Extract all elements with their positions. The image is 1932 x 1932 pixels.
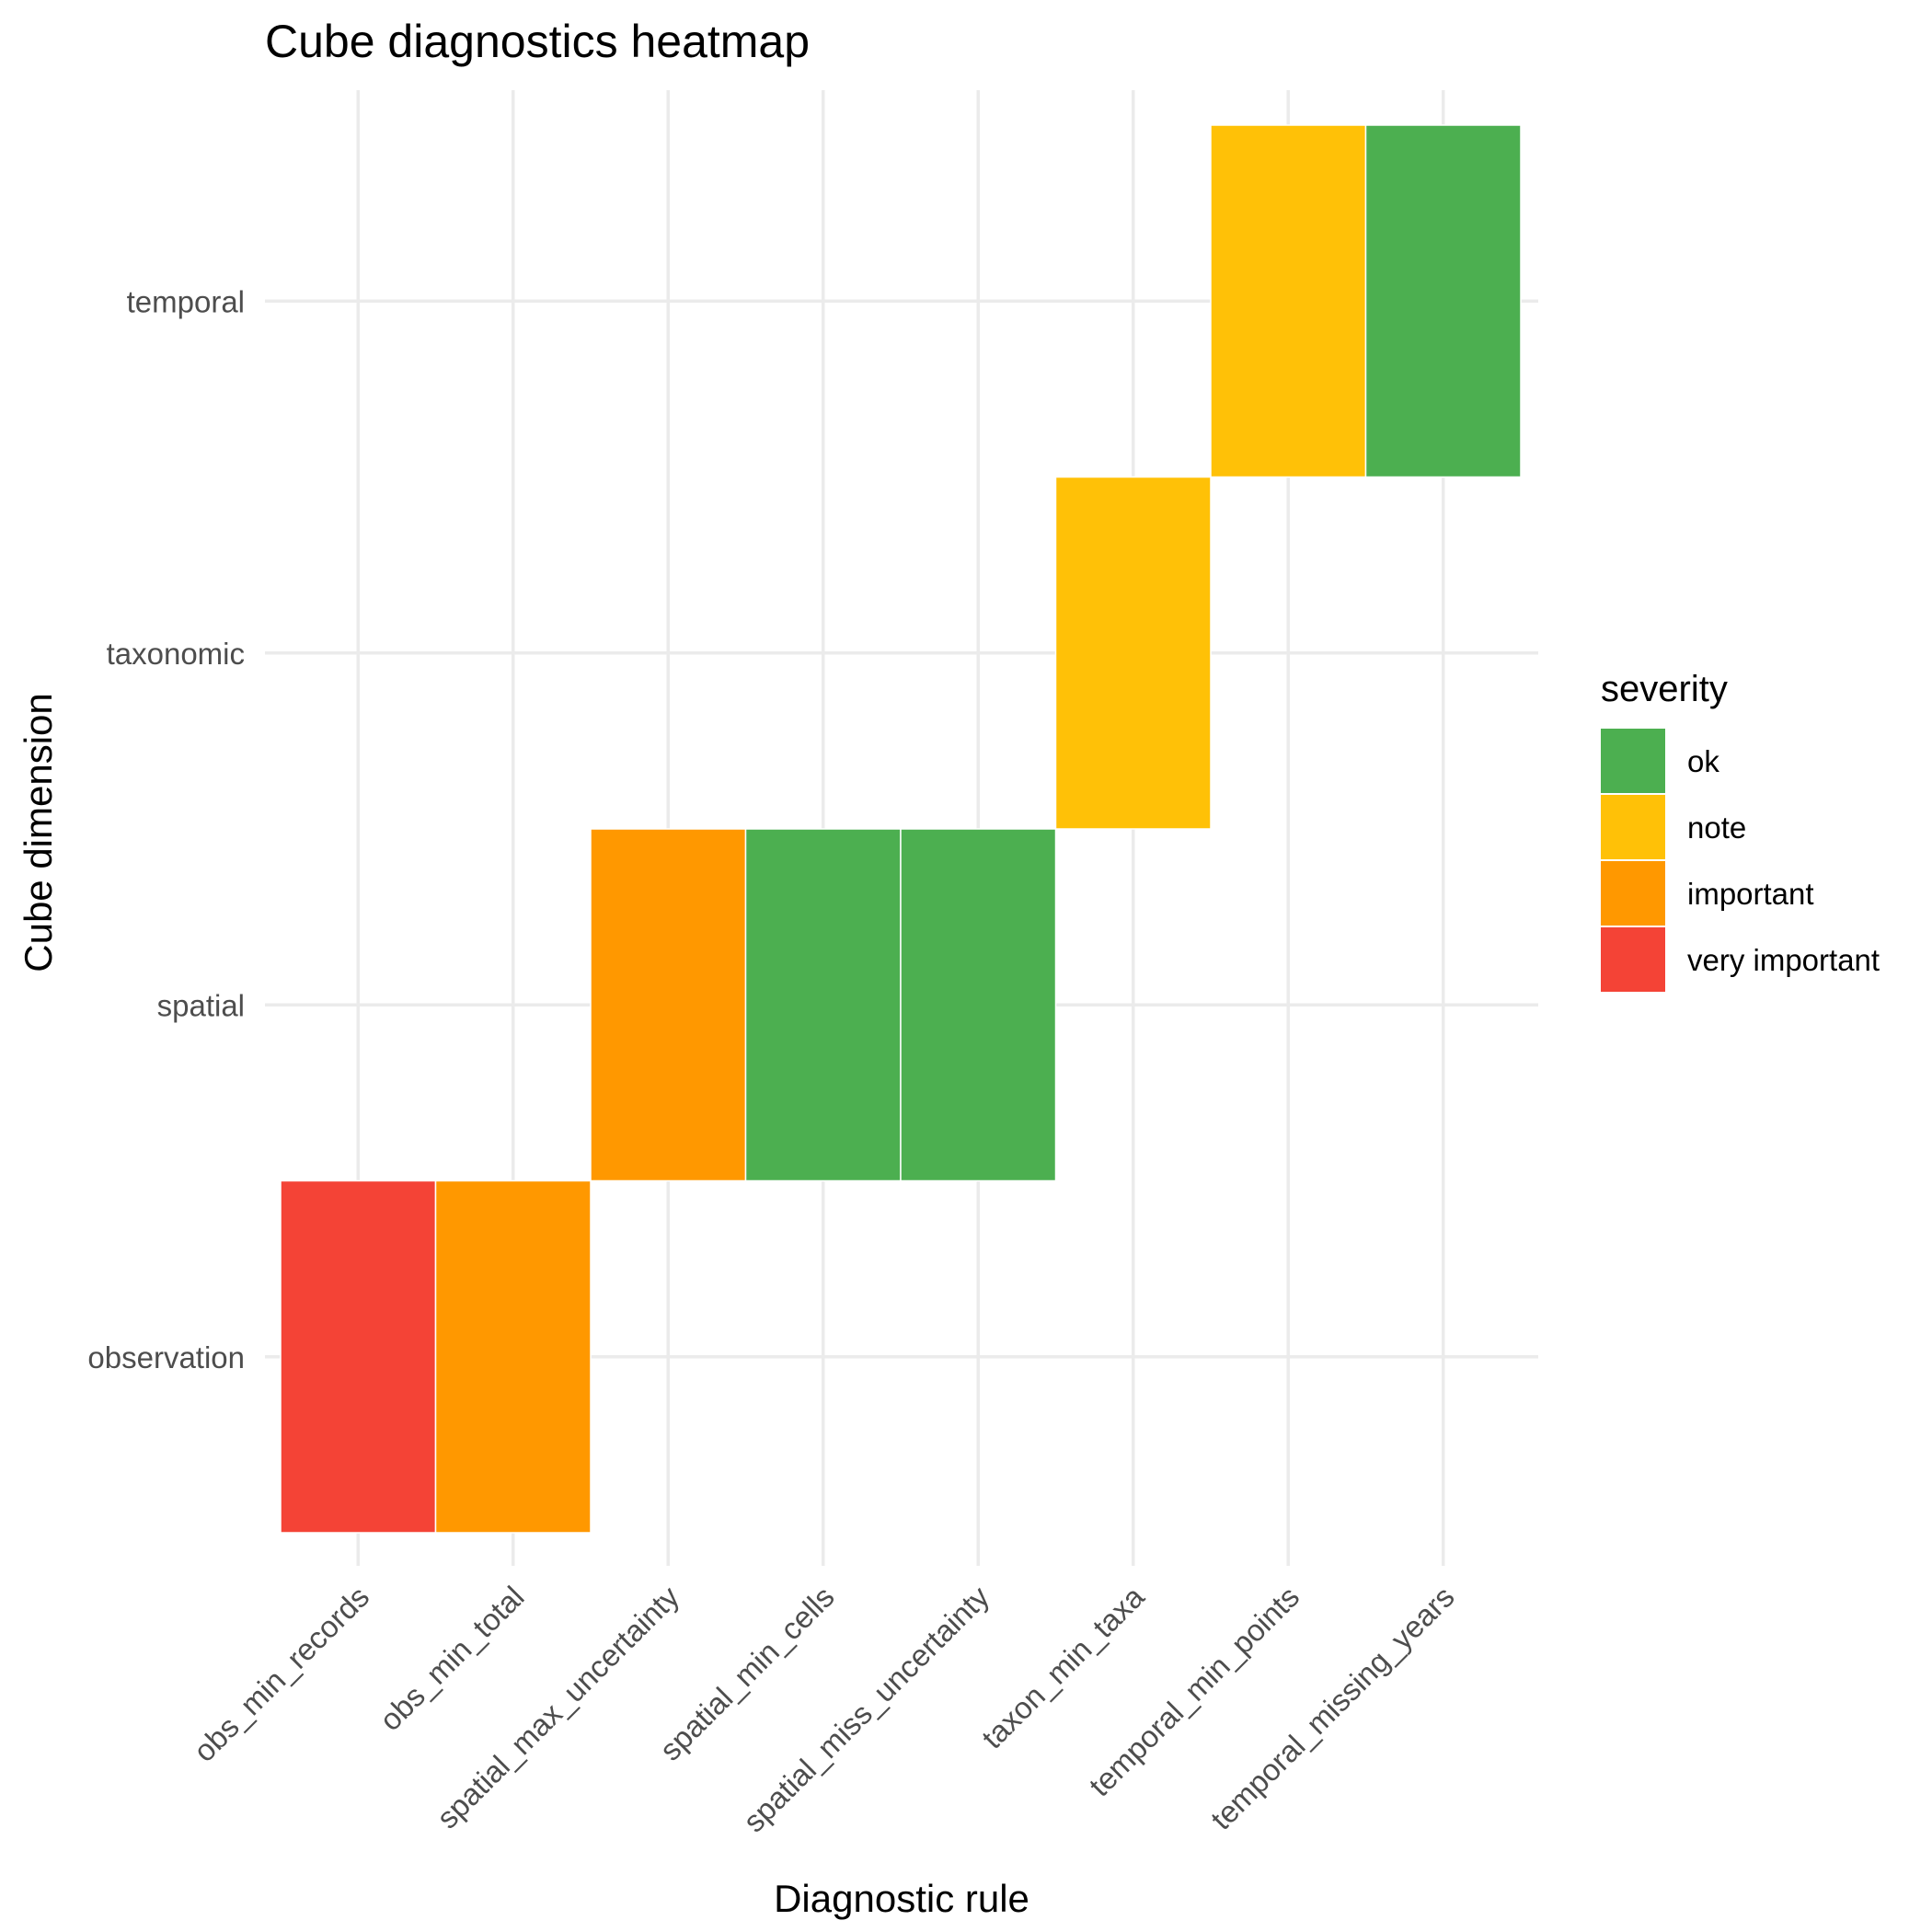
y-tick-labels: observation spatial taxonomic temporal	[87, 284, 245, 1374]
x-tick-label: spatial_miss_uncertainty	[737, 1579, 996, 1838]
heatmap-cell	[1364, 124, 1522, 478]
legend-swatch	[1601, 927, 1665, 992]
heatmap-cells	[280, 124, 1522, 1534]
x-tick-label: obs_min_records	[187, 1580, 375, 1768]
legend-title: severity	[1601, 669, 1728, 709]
legend-label: note	[1687, 811, 1746, 845]
chart-title: Cube diagnostics heatmap	[265, 16, 810, 67]
legend-swatch	[1601, 861, 1665, 926]
x-tick-label: obs_min_total	[373, 1580, 530, 1737]
legend-label: important	[1687, 877, 1814, 911]
legend-label: ok	[1687, 744, 1719, 778]
heatmap-cell	[434, 1179, 592, 1534]
y-tick-label: temporal	[127, 284, 245, 318]
heatmap-cell	[280, 1179, 437, 1534]
heatmap-cell	[590, 828, 747, 1182]
y-axis-title: Cube dimension	[17, 693, 60, 972]
legend: severity ok note important very important	[1601, 669, 1880, 992]
y-tick-label: spatial	[157, 988, 245, 1022]
heatmap-cell	[1210, 124, 1367, 478]
y-tick-label: taxonomic	[107, 637, 245, 671]
x-tick-label: taxon_min_taxa	[975, 1579, 1151, 1754]
heatmap-cell	[900, 828, 1057, 1182]
legend-swatch	[1601, 729, 1665, 793]
x-axis-title: Diagnostic rule	[774, 1877, 1029, 1920]
legend-label: very important	[1687, 943, 1880, 977]
x-tick-labels: obs_min_recordsobs_min_totalspatial_max_…	[187, 1579, 1461, 1838]
legend-swatch	[1601, 795, 1665, 859]
heatmap-cell	[1054, 476, 1212, 830]
y-tick-label: observation	[87, 1340, 245, 1374]
heatmap-cell	[744, 828, 902, 1182]
